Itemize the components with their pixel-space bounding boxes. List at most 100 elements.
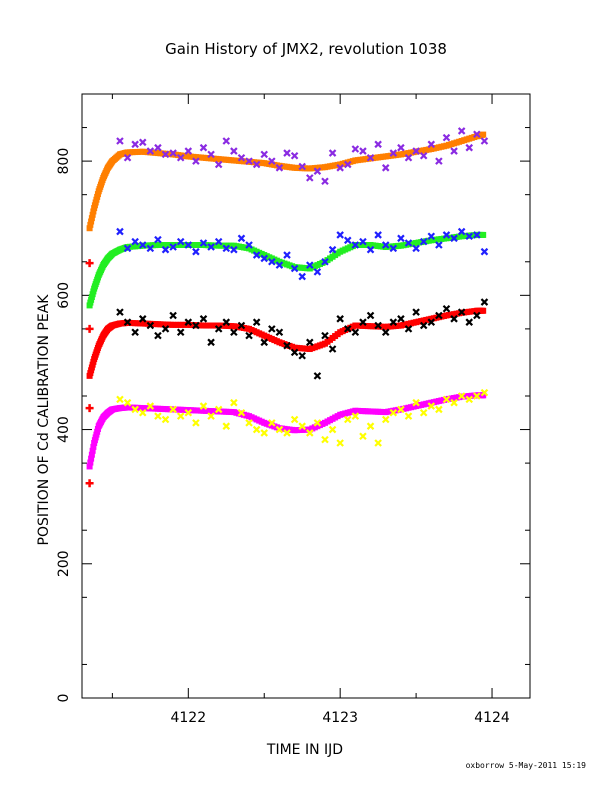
data-point [381, 241, 390, 249]
data-point [207, 412, 215, 420]
data-point [207, 243, 215, 251]
data-point [343, 325, 352, 333]
fit-point [87, 459, 94, 466]
data-point [480, 388, 489, 397]
data-point [161, 325, 170, 333]
data-point [230, 328, 238, 337]
data-point [381, 328, 390, 337]
data-point [252, 251, 261, 259]
data-point [336, 231, 344, 239]
x-axis-label: TIME IN IJD [266, 742, 343, 758]
data-point [427, 318, 436, 326]
data-point [138, 241, 147, 249]
data-point [138, 138, 147, 147]
data-point [275, 164, 284, 172]
data-point [412, 147, 420, 155]
data-point [404, 412, 413, 420]
data-point [435, 405, 443, 414]
data-point [252, 425, 261, 434]
data-point [123, 398, 132, 407]
fit-point [88, 455, 95, 462]
data-point [343, 160, 352, 169]
data-point [480, 137, 489, 145]
data-point [199, 315, 208, 323]
data-point [138, 315, 147, 323]
data-point [154, 331, 162, 340]
data-point [146, 147, 155, 155]
data-point [290, 415, 299, 424]
data-point [222, 318, 231, 326]
data-point [389, 244, 398, 253]
data-point [412, 308, 420, 316]
data-point [374, 140, 382, 149]
data-point [192, 321, 200, 330]
data-point [435, 311, 443, 320]
series-8 [85, 259, 94, 488]
data-point [306, 429, 314, 437]
data-point [275, 328, 284, 337]
data-point [169, 311, 177, 320]
data-point [283, 341, 291, 350]
data-point [214, 237, 223, 246]
data-point [268, 258, 276, 266]
data-point [313, 167, 322, 175]
data-point [237, 321, 246, 330]
data-point [131, 405, 139, 414]
data-point [275, 425, 284, 434]
data-point [412, 244, 420, 253]
data-point [419, 321, 428, 330]
data-point [328, 425, 337, 434]
data-point [389, 318, 398, 326]
data-point [230, 398, 238, 407]
data-point [214, 405, 223, 414]
data-point [176, 328, 185, 337]
data-point [283, 251, 291, 259]
data-point [381, 415, 390, 424]
data-point [480, 298, 489, 306]
data-point [328, 245, 337, 254]
data-point [131, 328, 139, 337]
data-point [397, 405, 405, 414]
fit-point [480, 231, 487, 238]
data-point [298, 422, 306, 430]
fit-point [480, 131, 487, 138]
data-point [252, 318, 261, 326]
data-point [176, 153, 185, 162]
data-point [359, 147, 367, 155]
data-point [442, 395, 451, 404]
y-axis-label: POSITION OF Cd CALIBRATION PEAK [36, 294, 52, 546]
data-point [214, 160, 223, 169]
data-point [154, 412, 162, 420]
data-point [412, 398, 420, 407]
start-point [85, 324, 94, 333]
data-point [131, 140, 139, 149]
fit-point [89, 447, 96, 454]
fit-point [88, 215, 95, 222]
y-tick-label: 200 [56, 550, 72, 577]
data-point [214, 325, 223, 333]
data-point [381, 164, 390, 172]
series-7 [116, 388, 489, 447]
data-point [138, 409, 147, 417]
data-point [351, 328, 360, 337]
data-point [116, 395, 124, 404]
y-tick-label: 600 [56, 282, 72, 309]
data-point [245, 331, 253, 340]
data-point [313, 268, 322, 276]
data-point [450, 147, 458, 155]
data-point [306, 174, 314, 182]
data-point [199, 239, 208, 247]
chart-title: Gain History of JMX2, revolution 1038 [165, 40, 447, 58]
data-point [374, 439, 382, 447]
data-point [473, 130, 481, 139]
data-point [351, 412, 360, 420]
data-point [298, 272, 306, 281]
data-point [252, 160, 261, 169]
series-4 [86, 307, 487, 379]
data-point [366, 153, 375, 162]
start-point [85, 479, 94, 488]
data-point [343, 236, 352, 245]
data-point [192, 157, 200, 165]
x-axis: 4122 4123 4124 [111, 94, 510, 726]
data-point [442, 133, 451, 142]
